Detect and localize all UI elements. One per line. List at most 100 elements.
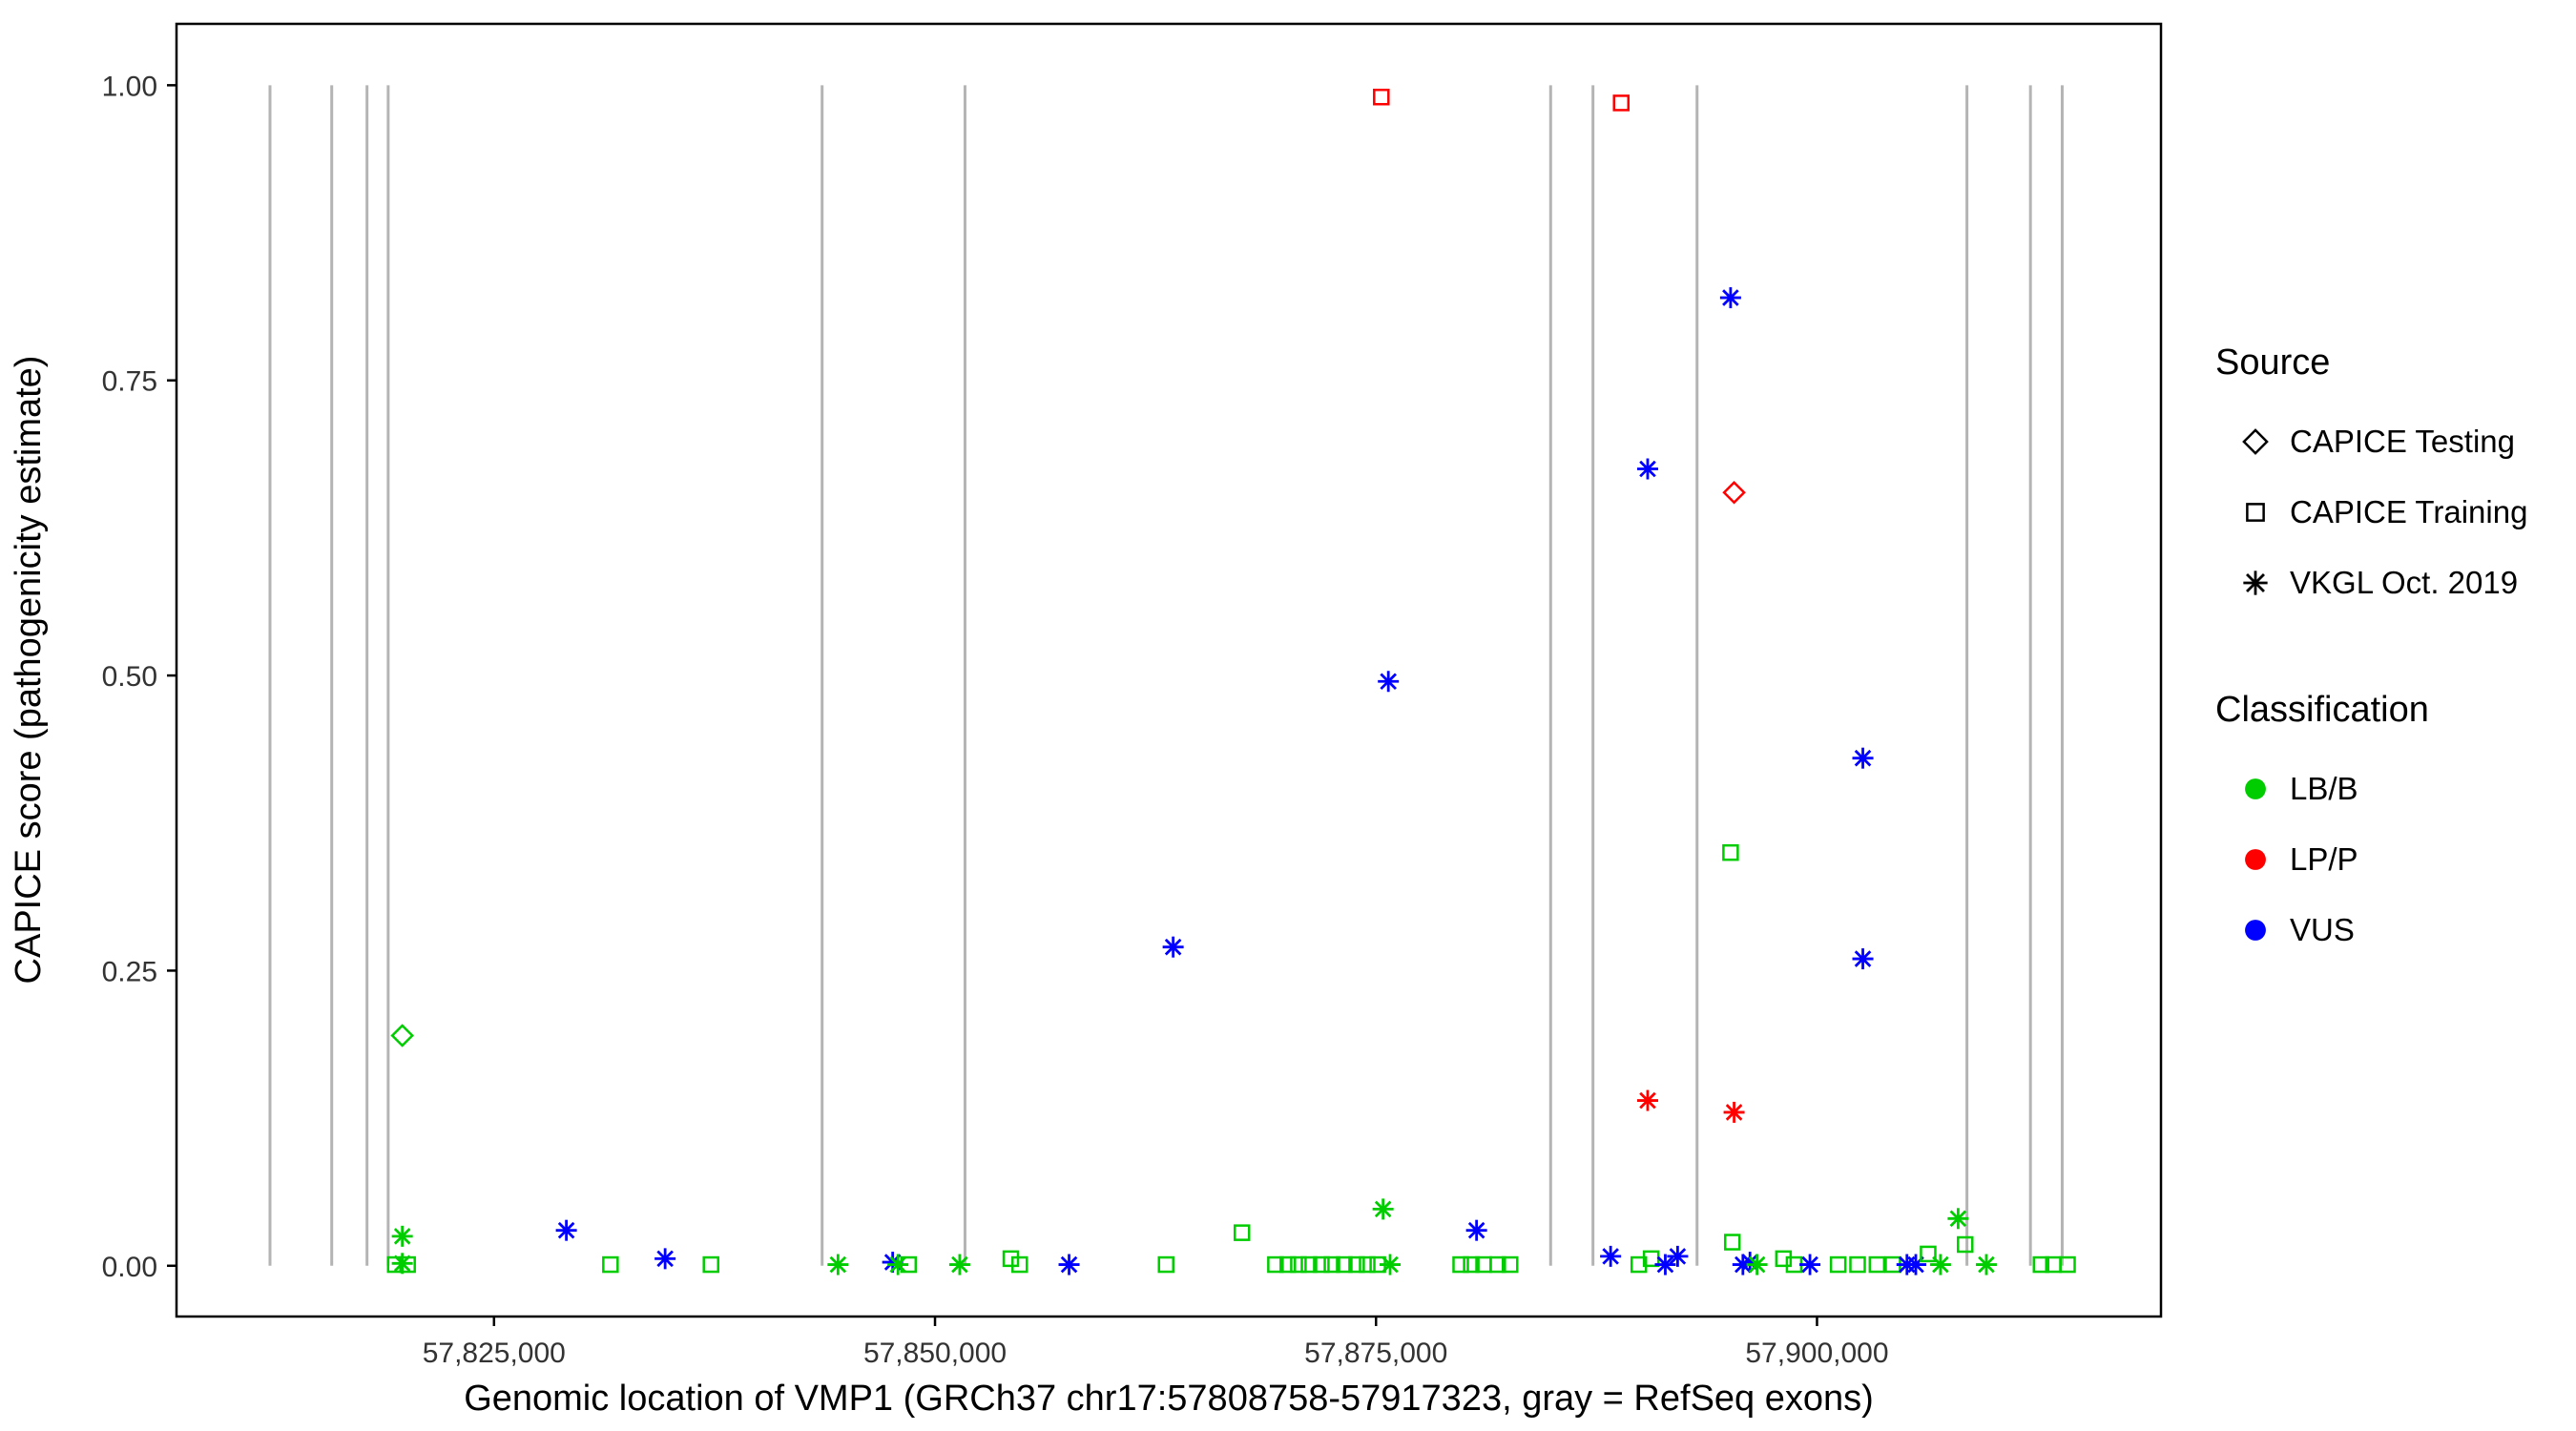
exon-lines-layer <box>268 85 2064 1266</box>
data-point <box>1849 1255 1866 1274</box>
legend-section-classification: Classification LB/B LP/P VUS <box>2215 689 2527 965</box>
data-point <box>1290 1255 1307 1274</box>
data-point <box>1279 1255 1297 1274</box>
red-dot-icon <box>2234 839 2276 881</box>
legend-item-lpp: LP/P <box>2215 824 2527 895</box>
data-point <box>602 1255 619 1274</box>
data-point <box>390 1024 414 1047</box>
legend-label: VKGL Oct. 2019 <box>2290 564 2519 600</box>
legend-label: LP/P <box>2290 840 2358 877</box>
data-point <box>555 1219 577 1241</box>
x-tick-label: 57,850,000 <box>863 1338 1007 1369</box>
data-point <box>1313 1255 1330 1274</box>
data-point <box>1905 1254 1927 1275</box>
data-point <box>1336 1255 1353 1274</box>
data-point <box>1463 1255 1480 1274</box>
y-axis-title: CAPICE score (pathogenicity estimate) <box>9 356 49 985</box>
data-point <box>1920 1245 1937 1263</box>
data-point <box>1011 1255 1028 1274</box>
data-point <box>1373 88 1390 106</box>
y-tick-label: 1.00 <box>102 71 157 102</box>
data-point <box>1600 1245 1622 1267</box>
data-point <box>1489 1255 1506 1274</box>
data-point <box>1654 1254 1676 1275</box>
data-point <box>1746 1254 1768 1275</box>
data-point <box>1722 843 1739 861</box>
panel-border <box>175 22 2163 1318</box>
legend-source-title: Source <box>2215 342 2331 383</box>
data-point <box>900 1255 918 1274</box>
data-point <box>948 1254 970 1275</box>
data-point <box>1852 747 1874 769</box>
data-point <box>1775 1250 1793 1268</box>
data-point <box>1323 1255 1340 1274</box>
data-point <box>1372 1198 1394 1220</box>
data-point <box>1723 1101 1745 1123</box>
data-point <box>1162 936 1184 958</box>
data-point <box>1300 1255 1318 1274</box>
y-tick-label: 0.50 <box>102 661 157 693</box>
data-point <box>1868 1255 1886 1274</box>
x-tick-label: 57,900,000 <box>1745 1338 1888 1369</box>
legend-label: CAPICE Training <box>2290 493 2528 529</box>
data-point <box>1002 1250 1020 1268</box>
data-point <box>1723 1234 1741 1251</box>
data-point <box>1452 1255 1469 1274</box>
data-point <box>1380 1254 1402 1275</box>
data-point <box>1957 1235 1974 1254</box>
data-points-layer <box>386 88 2076 1275</box>
data-point <box>1359 1255 1376 1274</box>
x-tick-label: 57,875,000 <box>1304 1338 1447 1369</box>
data-point <box>702 1255 719 1274</box>
data-point <box>391 1225 413 1247</box>
data-point <box>2059 1255 2076 1274</box>
legend-item-vus: VUS <box>2215 895 2527 965</box>
x-axis-title: Genomic location of VMP1 (GRCh37 chr17:5… <box>464 1379 1874 1419</box>
data-point <box>1929 1254 1951 1275</box>
legend-label: LB/B <box>2290 770 2358 806</box>
y-tick-label: 0.25 <box>102 956 157 987</box>
data-point <box>1348 1255 1365 1274</box>
data-point <box>1829 1255 1847 1274</box>
legend-classification-title: Classification <box>2215 689 2429 730</box>
legend-item-lbb: LB/B <box>2215 754 2527 824</box>
data-point <box>1502 1255 1519 1274</box>
data-point <box>1947 1208 1969 1230</box>
diamond-icon <box>2234 421 2276 463</box>
data-point <box>2032 1255 2050 1274</box>
y-tick-label: 0.00 <box>102 1252 157 1283</box>
asterisk-icon <box>2234 562 2276 604</box>
data-point <box>1636 1089 1658 1111</box>
blue-dot-icon <box>2234 909 2276 951</box>
data-point <box>1719 287 1741 309</box>
data-point <box>1975 1254 1997 1275</box>
legend-item-capice-training: CAPICE Training <box>2215 477 2527 548</box>
square-icon <box>2234 491 2276 533</box>
data-point <box>1267 1255 1284 1274</box>
data-point <box>1852 948 1874 970</box>
data-point <box>1612 94 1630 112</box>
axes-layer: 57,825,000 57,850,000 57,875,000 57,900,000… <box>102 22 2163 1369</box>
green-dot-icon <box>2234 768 2276 810</box>
x-tick-label: 57,825,000 <box>423 1338 566 1369</box>
legend-label: VUS <box>2290 911 2355 947</box>
data-point <box>1465 1219 1487 1241</box>
data-point <box>1799 1254 1821 1275</box>
legend-section-source: Source CAPICE Testing CAPICE Training VK… <box>2215 342 2527 618</box>
data-point <box>1722 480 1746 505</box>
data-point <box>1378 671 1400 693</box>
legend-item-vkgl: VKGL Oct. 2019 <box>2215 548 2527 618</box>
data-point <box>1667 1245 1689 1267</box>
data-point <box>887 1254 909 1275</box>
data-point <box>1630 1255 1648 1274</box>
data-point <box>827 1254 849 1275</box>
legend-item-capice-testing: CAPICE Testing <box>2215 406 2527 477</box>
legend-label: CAPICE Testing <box>2290 423 2515 459</box>
data-point <box>654 1248 676 1270</box>
data-point <box>1233 1224 1251 1241</box>
data-point <box>399 1255 416 1274</box>
legend: Source CAPICE Testing CAPICE Training VK… <box>2215 342 2527 965</box>
y-tick-label: 0.75 <box>102 366 157 398</box>
